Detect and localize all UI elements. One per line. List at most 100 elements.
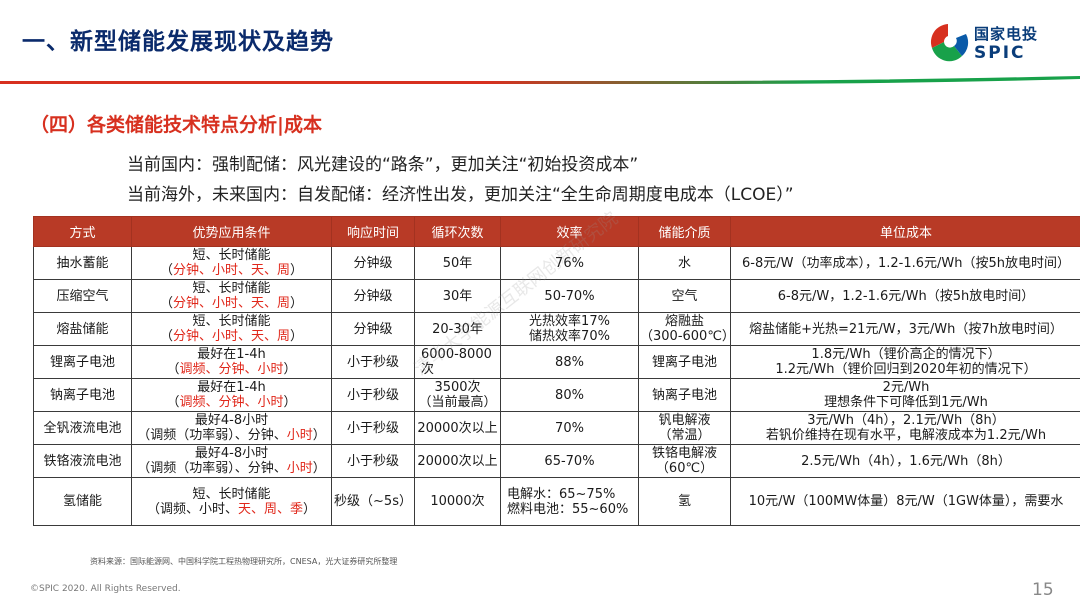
conditions-line: （分钟、小时、天、周） — [159, 263, 304, 278]
efficiency-cell: 88% — [500, 345, 639, 379]
efficiency-cell: 光热效率17% 储热效率70% — [500, 312, 639, 346]
method-cell: 抽水蓄能 — [33, 246, 132, 280]
cost-cell: 2.5元/Wh（4h），1.6元/Wh（8h） — [730, 444, 1080, 478]
conditions-line: （调频（功率弱）、分钟、小时） — [137, 428, 326, 443]
cycles-cell: 20000次以上 — [414, 411, 501, 445]
conditions-line: 最好在1-4h — [197, 380, 266, 395]
medium-cell: 钒电解液 （常温） — [638, 411, 731, 445]
conditions-cell: 短、长时储能 （分钟、小时、天、周） — [131, 279, 332, 313]
table-row: 抽水蓄能 短、长时储能 （分钟、小时、天、周） 分钟级 50年 76% 水 6-… — [33, 246, 1080, 280]
column-header-cycles: 循环次数 — [414, 216, 501, 247]
method-cell: 钠离子电池 — [33, 378, 132, 412]
page-number: 15 — [1032, 580, 1054, 600]
source-note: 资料来源：国际能源网、中国科学院工程热物理研究所，CNESA，光大证券研究所整理 — [90, 557, 398, 566]
column-header-conditions: 优势应用条件 — [131, 216, 332, 247]
method-cell: 氢储能 — [33, 477, 132, 526]
spic-logo-icon — [930, 24, 969, 62]
conditions-line: （分钟、小时、天、周） — [159, 329, 304, 344]
response-cell: 小于秒级 — [331, 378, 415, 412]
logo-chinese-text: 国家电投 — [974, 25, 1039, 43]
response-cell: 分钟级 — [331, 279, 415, 313]
cost-cell: 2元/Wh 理想条件下可降低到1元/Wh — [730, 378, 1080, 412]
medium-cell: 铁铬电解液 （60℃） — [638, 444, 731, 478]
cost-cell: 1.8元/Wh（锂价高企的情况下） 1.2元/Wh（锂价回归到2020年初的情况下… — [730, 345, 1080, 379]
section-title: （四）各类储能技术特点分析|成本 — [30, 114, 322, 136]
conditions-line: （调频、分钟、小时） — [166, 362, 297, 377]
table-row: 钠离子电池 最好在1-4h （调频、分钟、小时） 小于秒级 3500次 （当前最高… — [33, 378, 1080, 412]
column-header-unit-cost: 单位成本 — [730, 216, 1080, 247]
conditions-line: 最好4-8小时 — [194, 413, 269, 428]
response-cell: 小于秒级 — [331, 444, 415, 478]
response-cell: 秒级（~5s） — [331, 477, 415, 526]
response-cell: 分钟级 — [331, 246, 415, 280]
method-cell: 熔盐储能 — [33, 312, 132, 346]
cycles-cell: 6000-8000次 — [414, 345, 501, 379]
page-title: 一、新型储能发展现状及趋势 — [22, 29, 334, 55]
cycles-cell: 20-30年 — [414, 312, 501, 346]
response-cell: 小于秒级 — [331, 345, 415, 379]
method-cell: 锂离子电池 — [33, 345, 132, 379]
cycles-cell: 10000次 — [414, 477, 501, 526]
conditions-line: 短、长时储能 — [192, 486, 271, 502]
column-header-method: 方式 — [33, 216, 132, 247]
table-header-row: 方式 优势应用条件 响应时间 循环次数 效率 储能介质 单位成本 — [33, 216, 1080, 247]
cost-cell: 熔盐储能+光热=21元/W，3元/Wh（按7h放电时间） — [730, 312, 1080, 346]
method-cell: 全钒液流电池 — [33, 411, 132, 445]
conditions-cell: 最好在1-4h （调频、分钟、小时） — [131, 345, 332, 379]
response-cell: 小于秒级 — [331, 411, 415, 445]
table-row: 锂离子电池 最好在1-4h （调频、分钟、小时） 小于秒级 6000-8000次… — [33, 345, 1080, 379]
cycles-cell: 20000次以上 — [414, 444, 501, 478]
table-row: 压缩空气 短、长时储能 （分钟、小时、天、周） 分钟级 30年 50-70% 空… — [33, 279, 1080, 313]
cost-cell: 6-8元/W（功率成本），1.2-1.6元/Wh（按5h放电时间） — [730, 246, 1080, 280]
efficiency-cell: 65-70% — [500, 444, 639, 478]
efficiency-cell: 80% — [500, 378, 639, 412]
cycles-cell: 3500次 （当前最高） — [414, 378, 501, 412]
cycles-cell: 30年 — [414, 279, 501, 313]
conditions-line: 短、长时储能 — [192, 314, 271, 329]
method-cell: 压缩空气 — [33, 279, 132, 313]
conditions-line: （分钟、小时、天、周） — [159, 296, 304, 311]
conditions-line: 最好在1-4h — [197, 347, 266, 362]
conditions-line: 短、长时储能 — [192, 281, 271, 296]
table-row: 氢储能 短、长时储能 （调频、小时、天、周、季） 秒级（~5s） 10000次 … — [33, 477, 1080, 526]
column-header-response: 响应时间 — [331, 216, 415, 247]
table-row: 铁铬液流电池 最好4-8小时 （调频（功率弱）、分钟、小时） 小于秒级 2000… — [33, 444, 1080, 478]
medium-cell: 熔融盐 （300-600℃） — [638, 312, 731, 346]
column-header-medium: 储能介质 — [638, 216, 731, 247]
method-cell: 铁铬液流电池 — [33, 444, 132, 478]
medium-cell: 空气 — [638, 279, 731, 313]
column-header-efficiency: 效率 — [500, 216, 639, 247]
efficiency-cell: 76% — [500, 246, 639, 280]
efficiency-cell: 70% — [500, 411, 639, 445]
conditions-cell: 最好在1-4h （调频、分钟、小时） — [131, 378, 332, 412]
spic-logo: 国家电投 SPIC — [926, 20, 1066, 70]
copyright: ©SPIC 2020. All Rights Reserved. — [30, 584, 181, 594]
logo-english-text: SPIC — [974, 43, 1026, 63]
header-gradient-bar — [0, 76, 1080, 84]
medium-cell: 钠离子电池 — [638, 378, 731, 412]
domestic-statement: 当前国内：强制配储：风光建设的“路条”，更加关注“初始投资成本” — [127, 155, 639, 175]
conditions-line: 最好4-8小时 — [194, 446, 269, 461]
conditions-cell: 短、长时储能 （分钟、小时、天、周） — [131, 246, 332, 280]
conditions-line: 短、长时储能 — [192, 248, 271, 263]
conditions-cell: 短、长时储能 （调频、小时、天、周、季） — [131, 477, 332, 526]
table-row: 全钒液流电池 最好4-8小时 （调频（功率弱）、分钟、小时） 小于秒级 2000… — [33, 411, 1080, 445]
cost-cell: 6-8元/W，1.2-1.6元/Wh（按5h放电时间） — [730, 279, 1080, 313]
table-row: 熔盐储能 短、长时储能 （分钟、小时、天、周） 分钟级 20-30年 光热效率1… — [33, 312, 1080, 346]
cost-cell: 10元/W（100MW体量）8元/W（1GW体量），需要水 — [730, 477, 1080, 526]
conditions-cell: 短、长时储能 （分钟、小时、天、周） — [131, 312, 332, 346]
cost-cell: 3元/Wh（4h），2.1元/Wh（8h） 若钒价维持在现有水平，电解液成本为1.… — [730, 411, 1080, 445]
efficiency-cell: 电解水：65~75% 燃料电池：55~60% — [500, 477, 639, 526]
storage-cost-table: 方式 优势应用条件 响应时间 循环次数 效率 储能介质 单位成本 抽水蓄能 短、… — [33, 216, 1080, 526]
overseas-statement: 当前海外，未来国内：自发配储：经济性出发，更加关注“全生命周期度电成本（LCOE… — [127, 185, 794, 205]
medium-cell: 水 — [638, 246, 731, 280]
efficiency-cell: 50-70% — [500, 279, 639, 313]
conditions-line: （调频、小时、天、周、季） — [146, 501, 317, 517]
conditions-cell: 最好4-8小时 （调频（功率弱）、分钟、小时） — [131, 411, 332, 445]
cycles-cell: 50年 — [414, 246, 501, 280]
response-cell: 分钟级 — [331, 312, 415, 346]
medium-cell: 锂离子电池 — [638, 345, 731, 379]
conditions-line: （调频（功率弱）、分钟、小时） — [137, 461, 326, 476]
conditions-cell: 最好4-8小时 （调频（功率弱）、分钟、小时） — [131, 444, 332, 478]
medium-cell: 氢 — [638, 477, 731, 526]
